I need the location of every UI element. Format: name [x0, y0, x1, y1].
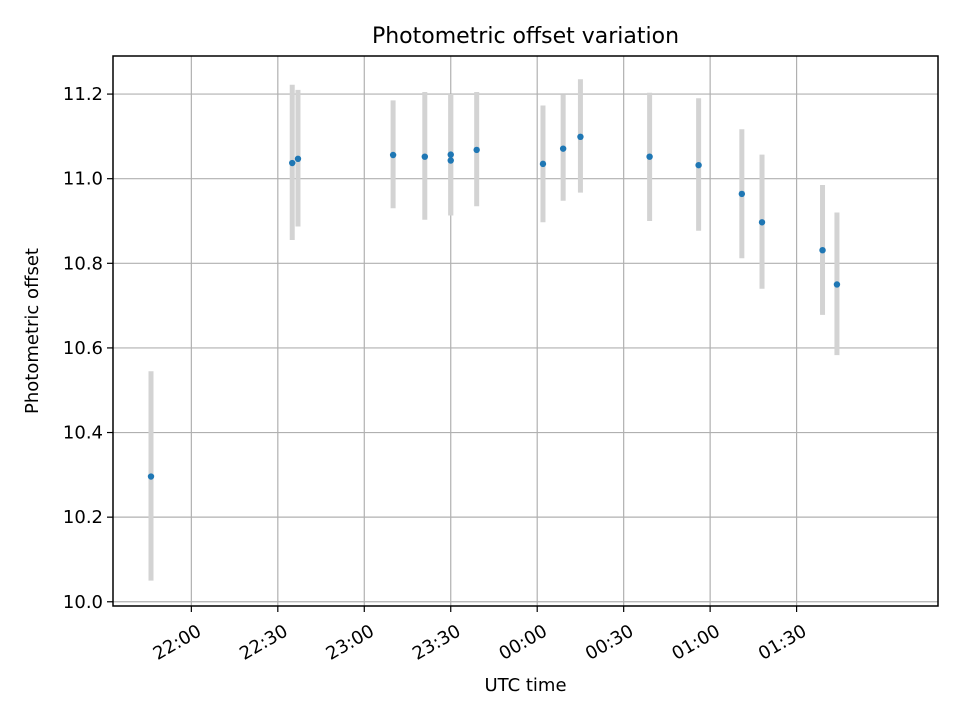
x-tick-label: 01:00 [668, 621, 723, 665]
y-tick-label: 10.0 [63, 592, 103, 613]
x-tick-label: 00:00 [495, 621, 550, 665]
x-tick-label: 01:30 [755, 621, 810, 665]
y-tick-label: 11.2 [63, 84, 103, 105]
x-tick-label: 00:30 [582, 621, 637, 665]
y-ticks: 10.0 10.2 10.4 10.6 10.8 11.0 11.2 [63, 84, 113, 613]
x-axis-label: UTC time [484, 675, 566, 696]
grid [113, 56, 938, 606]
y-tick-label: 10.2 [63, 507, 103, 528]
data-point [559, 145, 567, 152]
data-point [646, 153, 653, 160]
data-point [539, 160, 547, 168]
data-point [389, 151, 397, 159]
data-points [147, 133, 841, 480]
chart-title: Photometric offset variation [372, 24, 679, 49]
data-point [758, 219, 766, 226]
data-point [738, 190, 746, 198]
x-ticks: 22:00 22:30 23:00 23:30 00:00 00:30 01:00 01:30 [150, 606, 810, 665]
error-bars [148, 79, 840, 581]
data-point [421, 153, 429, 160]
data-point [289, 159, 296, 167]
x-tick-label: 23:30 [409, 621, 464, 665]
data-point [473, 146, 480, 154]
data-point [833, 281, 841, 288]
y-tick-label: 11.0 [63, 169, 103, 190]
x-tick-label: 23:00 [323, 621, 378, 665]
data-point [447, 157, 454, 164]
y-tick-label: 10.8 [63, 253, 103, 274]
data-point [819, 246, 826, 254]
data-point [294, 155, 302, 163]
data-point [147, 473, 155, 480]
y-axis-label: Photometric offset [22, 248, 43, 414]
x-tick-label: 22:30 [236, 621, 291, 665]
x-tick-label: 22:00 [150, 621, 205, 665]
data-point [447, 151, 454, 158]
plot-frame [112, 55, 939, 607]
y-tick-label: 10.4 [63, 423, 103, 444]
data-point [577, 133, 584, 141]
y-tick-label: 10.6 [63, 338, 103, 359]
data-point [695, 161, 702, 169]
